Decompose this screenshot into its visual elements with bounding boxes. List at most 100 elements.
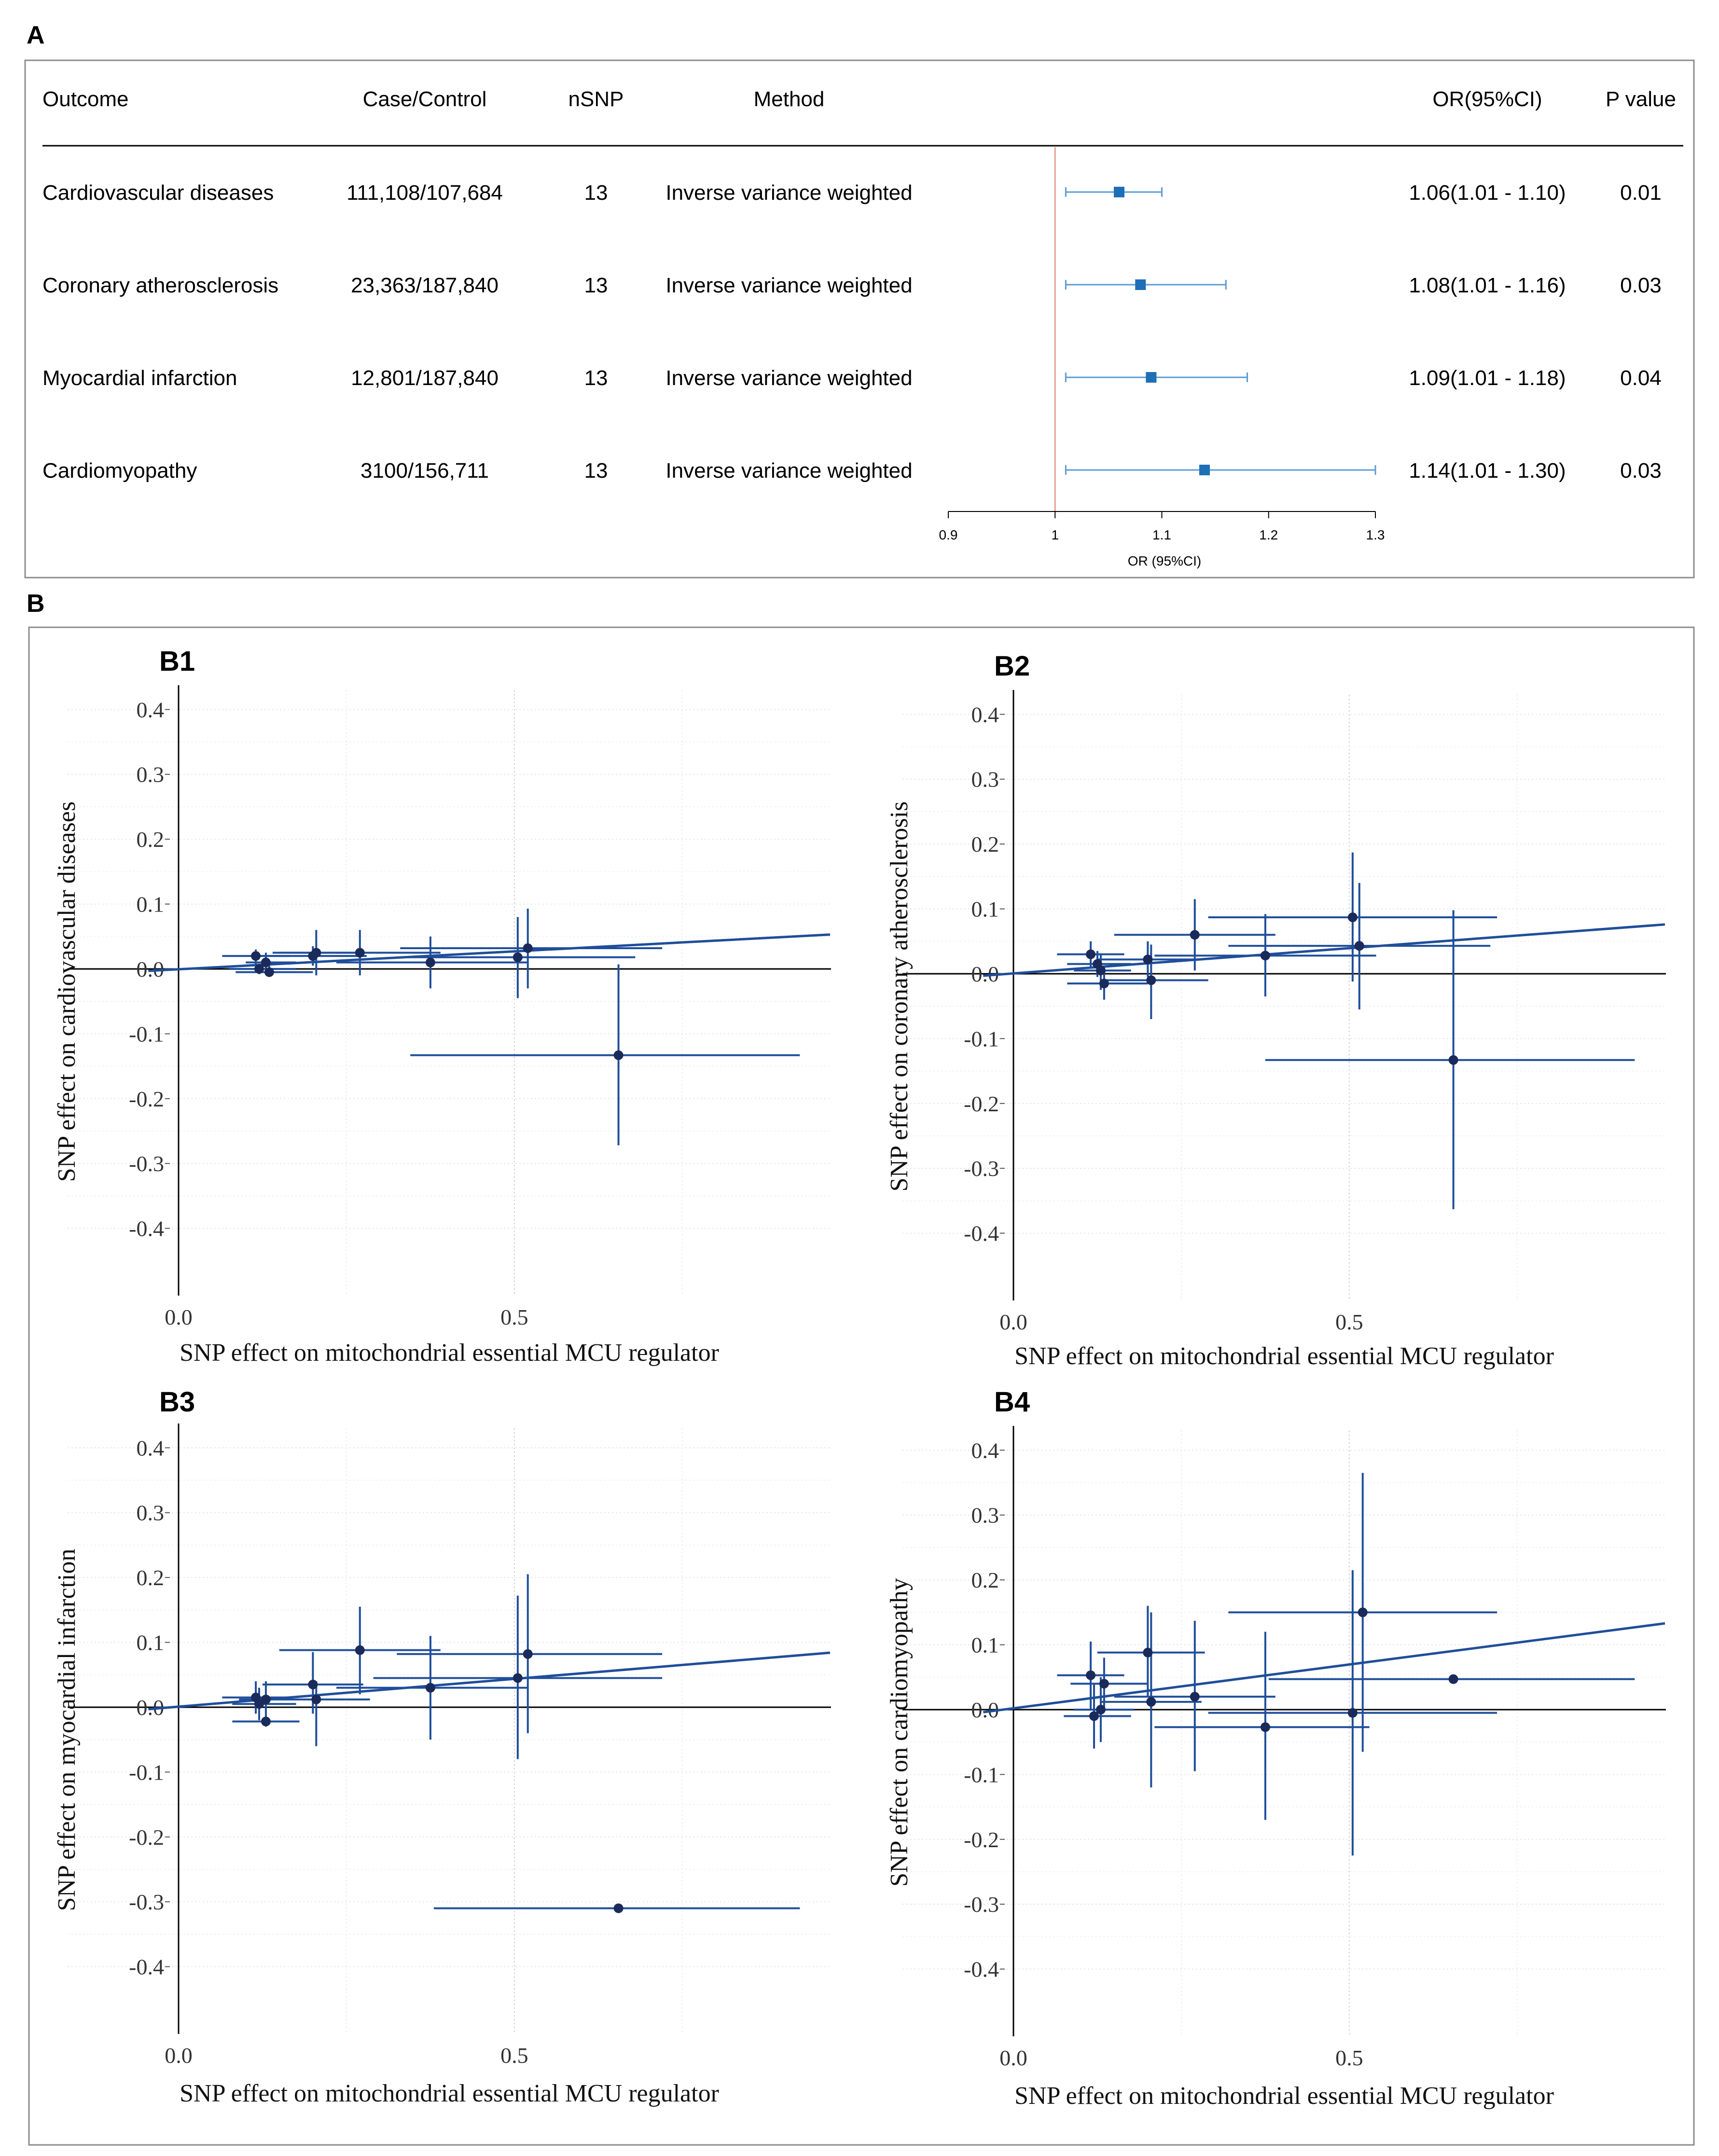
x-tick-label: 0.5 bbox=[500, 1305, 528, 1329]
y-tick-label: -0.1 bbox=[129, 1760, 164, 1784]
panel-label: B2 bbox=[994, 650, 1030, 682]
y-tick-label: -0.4 bbox=[964, 1957, 999, 1982]
y-tick-label: -0.3 bbox=[964, 1892, 999, 1917]
snp-point bbox=[1146, 1697, 1156, 1707]
row-case-control: 111,108/107,684 bbox=[347, 181, 503, 205]
x-tick-label: 0.0 bbox=[165, 1305, 193, 1329]
snp-point bbox=[1086, 949, 1096, 959]
forest-x-tick-label: 1.3 bbox=[1366, 527, 1385, 542]
snp-point bbox=[355, 948, 365, 958]
forest-point bbox=[1199, 465, 1210, 475]
x-tick-label: 0.5 bbox=[1335, 2045, 1363, 2070]
snp-point bbox=[1260, 1722, 1270, 1732]
snp-point bbox=[513, 952, 523, 962]
panel-a-frame bbox=[24, 59, 1695, 579]
forest-x-tick-label: 1 bbox=[1051, 527, 1059, 542]
panel-label: B3 bbox=[159, 1386, 195, 1418]
snp-point bbox=[523, 1649, 533, 1659]
y-tick-label: -0.3 bbox=[129, 1890, 164, 1914]
forest-rows: Cardiovascular diseases 111,108/107,684 … bbox=[42, 181, 1662, 483]
row-p-value: 0.04 bbox=[1620, 366, 1662, 390]
row-or: 1.14(1.01 - 1.30) bbox=[1409, 459, 1566, 483]
y-tick-label: 0.4 bbox=[971, 1438, 999, 1463]
row-method: Inverse variance weighted bbox=[665, 459, 912, 483]
y-tick-label: 0.4 bbox=[137, 697, 165, 722]
row-p-value: 0.01 bbox=[1620, 181, 1662, 205]
header-nsnp: nSNP bbox=[568, 87, 624, 111]
y-tick-label: -0.4 bbox=[964, 1221, 999, 1246]
snp-point bbox=[1099, 979, 1109, 989]
y-tick-label: -0.4 bbox=[129, 1955, 164, 1979]
snp-point bbox=[1099, 1679, 1109, 1689]
forest-point bbox=[1114, 187, 1124, 197]
row-outcome: Cardiovascular diseases bbox=[42, 181, 274, 205]
y-tick-label: 0.3 bbox=[137, 762, 165, 787]
forest-row: Cardiovascular diseases 111,108/107,684 … bbox=[42, 181, 1662, 205]
y-tick-label: 0.1 bbox=[137, 1631, 165, 1655]
snp-point bbox=[425, 957, 435, 967]
y-axis-title: SNP effect on cardiomyopathy bbox=[886, 1578, 913, 1887]
forest-x-tick-label: 1.2 bbox=[1259, 527, 1278, 542]
scatter-plot-b3: -0.4-0.3-0.2-0.10.00.10.20.30.40.0 0.5B3S… bbox=[53, 1386, 831, 2107]
row-method: Inverse variance weighted bbox=[665, 366, 912, 390]
snp-point bbox=[1190, 1692, 1200, 1702]
snp-point bbox=[308, 1679, 318, 1689]
snp-point bbox=[1190, 930, 1200, 940]
x-tick-label: 0.0 bbox=[999, 2045, 1027, 2070]
y-axis-title: SNP effect on cardiovascular diseases bbox=[53, 802, 81, 1182]
y-tick-label: -0.3 bbox=[964, 1156, 999, 1181]
row-method: Inverse variance weighted bbox=[665, 181, 912, 205]
snp-point bbox=[425, 1683, 435, 1693]
scatter-plot-b1: -0.4-0.3-0.2-0.10.00.10.20.30.40.0 0.5B1S… bbox=[53, 646, 831, 1367]
snp-point bbox=[1089, 1711, 1099, 1721]
forest-row: Coronary atherosclerosis 23,363/187,840 … bbox=[42, 274, 1662, 297]
forest-header: Outcome Case/Control nSNP Method OR(95%C… bbox=[42, 87, 1676, 111]
row-outcome: Myocardial infarction bbox=[42, 366, 237, 390]
y-tick-label: 0.2 bbox=[137, 1565, 165, 1590]
y-tick-label: -0.1 bbox=[964, 1762, 999, 1787]
scatter-plot-b4: -0.4-0.3-0.2-0.10.00.10.20.30.40.0 0.5B4S… bbox=[886, 1386, 1666, 2110]
y-tick-label: 0.1 bbox=[137, 892, 165, 917]
snp-point bbox=[1260, 951, 1270, 961]
x-axis-title: SNP effect on mitochondrial essential MC… bbox=[1014, 2082, 1554, 2110]
y-tick-label: 0.1 bbox=[971, 1633, 999, 1658]
forest-plot: 0.9 1 1.1 1.2 1.3 bbox=[939, 147, 1385, 542]
snp-point bbox=[1146, 975, 1156, 985]
forest-row: Cardiomyopathy 3100/156,711 13 Inverse v… bbox=[42, 459, 1662, 483]
y-tick-label: 0.4 bbox=[137, 1436, 165, 1460]
panel-a-label: A bbox=[27, 21, 45, 49]
snp-point bbox=[613, 1050, 624, 1060]
panel-b-label: B bbox=[27, 590, 45, 618]
snp-point bbox=[311, 948, 321, 958]
snp-point bbox=[1347, 912, 1358, 923]
snp-point bbox=[513, 1673, 523, 1683]
forest-row: Myocardial infarction 12,801/187,840 13 … bbox=[42, 366, 1662, 390]
snp-point bbox=[1448, 1055, 1458, 1065]
snp-point bbox=[1354, 941, 1364, 951]
y-tick-label: 0.3 bbox=[971, 767, 999, 792]
y-tick-label: -0.2 bbox=[129, 1087, 164, 1111]
x-axis-title: SNP effect on mitochondrial essential MC… bbox=[1014, 1342, 1554, 1370]
snp-point bbox=[1448, 1674, 1458, 1684]
y-tick-label: 0.3 bbox=[137, 1501, 165, 1525]
ivw-fit-line bbox=[983, 923, 1665, 977]
row-outcome: Coronary atherosclerosis bbox=[42, 274, 278, 297]
y-tick-label: 0.2 bbox=[971, 1568, 999, 1592]
snp-point bbox=[1358, 1607, 1368, 1617]
header-outcome: Outcome bbox=[42, 87, 129, 111]
x-axis-title: SNP effect on mitochondrial essential MC… bbox=[180, 2080, 719, 2107]
x-tick-label: 0.5 bbox=[500, 2043, 528, 2068]
row-nsnp: 13 bbox=[584, 459, 608, 483]
row-case-control: 3100/156,711 bbox=[360, 459, 489, 483]
y-axis-title: SNP effect on myocardial infarction bbox=[53, 1549, 81, 1911]
y-tick-label: 0.4 bbox=[971, 702, 999, 727]
snp-point bbox=[355, 1645, 365, 1655]
row-or: 1.08(1.01 - 1.16) bbox=[1409, 274, 1566, 297]
snp-point bbox=[251, 951, 261, 961]
y-tick-label: 0.2 bbox=[137, 827, 165, 852]
panel-label: B4 bbox=[994, 1386, 1030, 1418]
header-method: Method bbox=[754, 87, 825, 111]
snp-point bbox=[311, 1694, 321, 1704]
ivw-fit-line bbox=[148, 933, 831, 972]
